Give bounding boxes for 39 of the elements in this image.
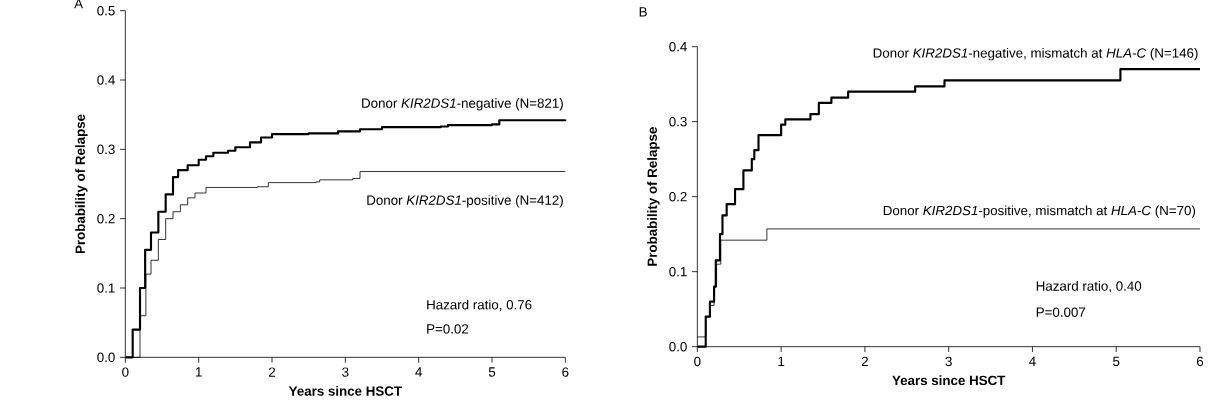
y-tick-label: 0.3 bbox=[669, 116, 687, 127]
x-tick-label: 3 bbox=[342, 367, 349, 377]
y-axis-title: Probability of Relapse bbox=[647, 127, 660, 266]
x-tick-label: 6 bbox=[1196, 356, 1204, 367]
x-tick-label: 2 bbox=[861, 356, 868, 367]
x-tick-label: 1 bbox=[195, 367, 202, 377]
x-tick-label: 6 bbox=[562, 367, 569, 377]
annotation: Hazard ratio, 0.40 bbox=[1036, 280, 1142, 293]
annotation: P=0.02 bbox=[427, 324, 469, 334]
series-label: Donor KIR2DS1-positive (N=412) bbox=[367, 195, 563, 208]
x-tick-label: 5 bbox=[1113, 356, 1120, 367]
y-tick-label: 0.2 bbox=[97, 213, 115, 224]
x-tick-label: 5 bbox=[488, 367, 496, 377]
y-tick-label: 0.1 bbox=[669, 266, 687, 277]
x-axis-title: Years since HSCT bbox=[288, 385, 402, 396]
x-tick-label: 4 bbox=[1029, 356, 1036, 366]
y-tick-label: 0.1 bbox=[97, 283, 115, 293]
chart-title: B bbox=[639, 7, 647, 17]
annotation: Hazard ratio, 0.76 bbox=[427, 299, 532, 312]
chart-title: A bbox=[74, 0, 84, 9]
x-tick-label: 2 bbox=[268, 367, 276, 377]
y-axis-title: Probability of Relapse bbox=[75, 114, 88, 254]
series-label: Donor KIR2DS1-positive, mismatch at HLA-C (N=70) bbox=[883, 205, 1196, 218]
y-tick-label: 0.4 bbox=[669, 41, 687, 52]
x-tick-label: 0 bbox=[694, 356, 701, 367]
x-tick-label: 3 bbox=[945, 356, 952, 367]
series-label: Donor KIR2DS1-negative, mismatch at HLA-C (N=146) bbox=[873, 47, 1198, 61]
y-tick-label: 0.0 bbox=[97, 352, 115, 363]
y-tick-label: 0.4 bbox=[97, 75, 115, 85]
annotation: P=0.007 bbox=[1036, 307, 1086, 317]
y-tick-label: 0.2 bbox=[669, 191, 687, 202]
x-tick-label: 1 bbox=[778, 356, 785, 366]
y-tick-label: 0.3 bbox=[97, 144, 115, 155]
x-tick-label: 4 bbox=[415, 367, 422, 377]
x-axis-title: Years since HSCT bbox=[892, 375, 1006, 386]
y-tick-label: 0.5 bbox=[97, 5, 115, 16]
series-label: Donor KIR2DS1-negative (N=821) bbox=[362, 98, 563, 111]
x-tick-label: 0 bbox=[122, 367, 129, 377]
y-tick-label: 0.0 bbox=[669, 341, 687, 352]
